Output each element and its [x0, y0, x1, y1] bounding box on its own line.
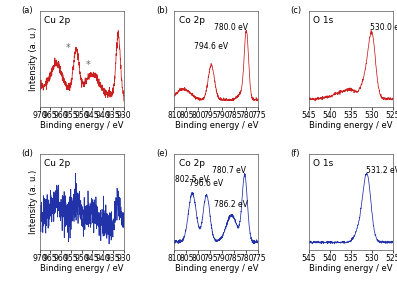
X-axis label: Binding energy / eV: Binding energy / eV [309, 264, 393, 273]
Text: Co 2p: Co 2p [179, 159, 204, 168]
Text: 531.2 eV: 531.2 eV [366, 166, 397, 175]
Text: 802.5 eV: 802.5 eV [175, 175, 209, 184]
Text: 796.6 eV: 796.6 eV [189, 179, 224, 187]
Text: 780.7 eV: 780.7 eV [212, 166, 247, 175]
Text: Cu 2p: Cu 2p [44, 16, 70, 25]
Text: O 1s: O 1s [313, 16, 333, 25]
Text: (c): (c) [290, 6, 301, 15]
Text: *: * [66, 43, 70, 53]
Text: Co 2p: Co 2p [179, 16, 204, 25]
Text: 530.0 eV: 530.0 eV [370, 23, 397, 32]
Y-axis label: Intensity (a. u.): Intensity (a. u.) [29, 27, 39, 91]
Text: Cu 2p: Cu 2p [44, 159, 70, 168]
Text: (b): (b) [156, 6, 168, 15]
X-axis label: Binding energy / eV: Binding energy / eV [175, 121, 258, 130]
Text: 794.6 eV: 794.6 eV [194, 42, 228, 51]
Text: 786.2 eV: 786.2 eV [214, 200, 248, 209]
X-axis label: Binding energy / eV: Binding energy / eV [309, 121, 393, 130]
Text: (e): (e) [156, 149, 168, 158]
X-axis label: Binding energy / eV: Binding energy / eV [40, 264, 123, 273]
Text: 780.0 eV: 780.0 eV [214, 23, 248, 32]
Text: O 1s: O 1s [313, 159, 333, 168]
Text: (d): (d) [21, 149, 33, 158]
Text: *: * [86, 60, 91, 70]
Text: (f): (f) [290, 149, 300, 158]
X-axis label: Binding energy / eV: Binding energy / eV [175, 264, 258, 273]
Y-axis label: Intensity (a. u.): Intensity (a. u.) [29, 170, 39, 234]
Text: (a): (a) [21, 6, 33, 15]
X-axis label: Binding energy / eV: Binding energy / eV [40, 121, 123, 130]
